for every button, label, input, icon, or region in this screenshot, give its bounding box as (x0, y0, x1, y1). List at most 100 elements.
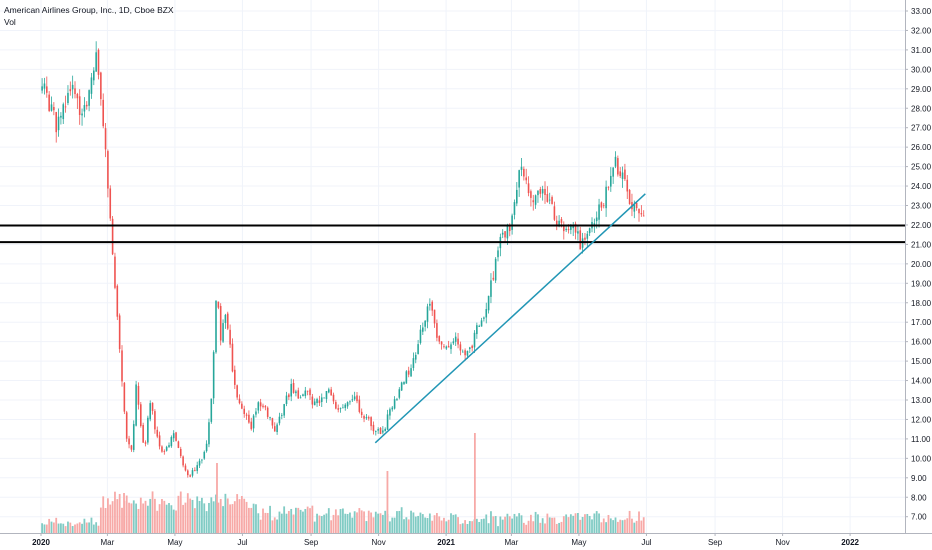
candle-body (281, 415, 283, 417)
volume-bar (349, 512, 351, 533)
candle-body (579, 230, 582, 250)
volume-bar (412, 512, 415, 533)
price-tick-label: 13.00 (911, 396, 932, 405)
candle-body (523, 168, 525, 177)
price-tick-label: 33.00 (911, 7, 932, 16)
candle-body (318, 400, 321, 404)
volume-bar (285, 513, 288, 533)
candle-body (81, 113, 83, 116)
candle-body (288, 394, 290, 398)
candle-body (212, 352, 215, 399)
candle-body (93, 70, 95, 81)
volume-bar (487, 523, 490, 533)
candle-body (619, 171, 622, 177)
candle-body (325, 391, 328, 400)
volume-bar (471, 521, 474, 533)
candle-body (217, 301, 220, 308)
volume-bar (506, 513, 509, 533)
volume-bar (457, 517, 459, 533)
volume-bar (485, 514, 488, 533)
candle-body (165, 446, 168, 451)
volume-bar (137, 508, 140, 533)
volume-bar (569, 514, 572, 533)
candle-body (48, 94, 50, 111)
volume-spike-bar (216, 463, 218, 533)
candle-body (344, 404, 347, 408)
time-tick-label: Jul (237, 538, 247, 547)
volume-bar (78, 522, 81, 533)
candlesticks (41, 41, 645, 478)
volume-bar (579, 519, 582, 533)
candle-body (100, 72, 102, 100)
volume-bar (255, 504, 257, 533)
horizontal-levels[interactable]: 21.9721.12 (0, 219, 932, 249)
candle-body (574, 223, 577, 233)
candle-body (635, 202, 638, 209)
candle-body (414, 354, 417, 360)
candle-body (177, 441, 180, 448)
volume-bar (595, 511, 598, 533)
candle-body (241, 403, 243, 409)
price-tick-label: 29.00 (911, 85, 932, 94)
candle-body (513, 202, 516, 215)
volume-bar (607, 514, 610, 533)
candle-body (586, 233, 589, 239)
volume-bar (45, 524, 48, 533)
volume-bar (631, 518, 633, 533)
candle-body (238, 398, 241, 404)
volume-bar (372, 517, 375, 533)
candle-body (64, 106, 67, 108)
grid-lines (0, 0, 905, 533)
candle-body (262, 405, 264, 407)
volume-bar (210, 497, 213, 533)
candle-body (102, 99, 105, 127)
volume-bar (219, 498, 222, 533)
candle-body (431, 301, 434, 311)
volume-bar (635, 520, 638, 533)
volume-bar (327, 508, 330, 533)
price-axis[interactable]: 7.00 8.00 9.00 10.00 11.00 12.00 13.00 14.00 15.… (905, 0, 932, 550)
volume-bars (41, 433, 645, 533)
candle-body (436, 323, 438, 338)
time-axis[interactable]: 2020 Mar May Jul Sep Nov 2021 Mar May Jul Sep Nov 20… (0, 533, 932, 550)
time-tick-label: 2022 (841, 538, 859, 547)
candle-body (342, 407, 344, 409)
candle-body (252, 415, 255, 429)
volume-bar (102, 496, 105, 533)
volume-bar (577, 513, 579, 533)
volume-bar (151, 491, 154, 533)
volume-bar (518, 513, 521, 533)
candle-body (581, 238, 584, 248)
volume-bar (619, 519, 622, 533)
candle-body (572, 226, 575, 229)
candle-body (151, 402, 154, 411)
candle-body (405, 371, 408, 384)
candle-body (41, 86, 43, 91)
candle-body (600, 202, 603, 208)
candle-body (184, 465, 187, 471)
candle-body (424, 320, 426, 327)
candle-body (328, 389, 330, 393)
candle-body (76, 94, 79, 99)
candle-body (429, 303, 431, 306)
price-tick-label: 10.00 (911, 454, 932, 463)
trend-line[interactable] (374, 193, 646, 444)
candle-body (349, 401, 351, 403)
volume-bar (111, 501, 114, 533)
candle-body (370, 417, 372, 427)
candle-body (179, 448, 182, 456)
candle-body (492, 277, 495, 280)
price-tick-label: 9.00 (911, 474, 927, 483)
volume-spike-bar (123, 493, 125, 533)
candle-body (198, 460, 201, 466)
candle-body (445, 346, 448, 349)
volume-bar (139, 497, 142, 533)
candle-body (530, 191, 532, 198)
candle-body (485, 309, 488, 318)
volume-bar (426, 518, 429, 533)
volume-bar (511, 518, 514, 533)
volume-bar (226, 498, 229, 533)
candle-body (520, 166, 523, 170)
volume-bar (189, 498, 192, 533)
